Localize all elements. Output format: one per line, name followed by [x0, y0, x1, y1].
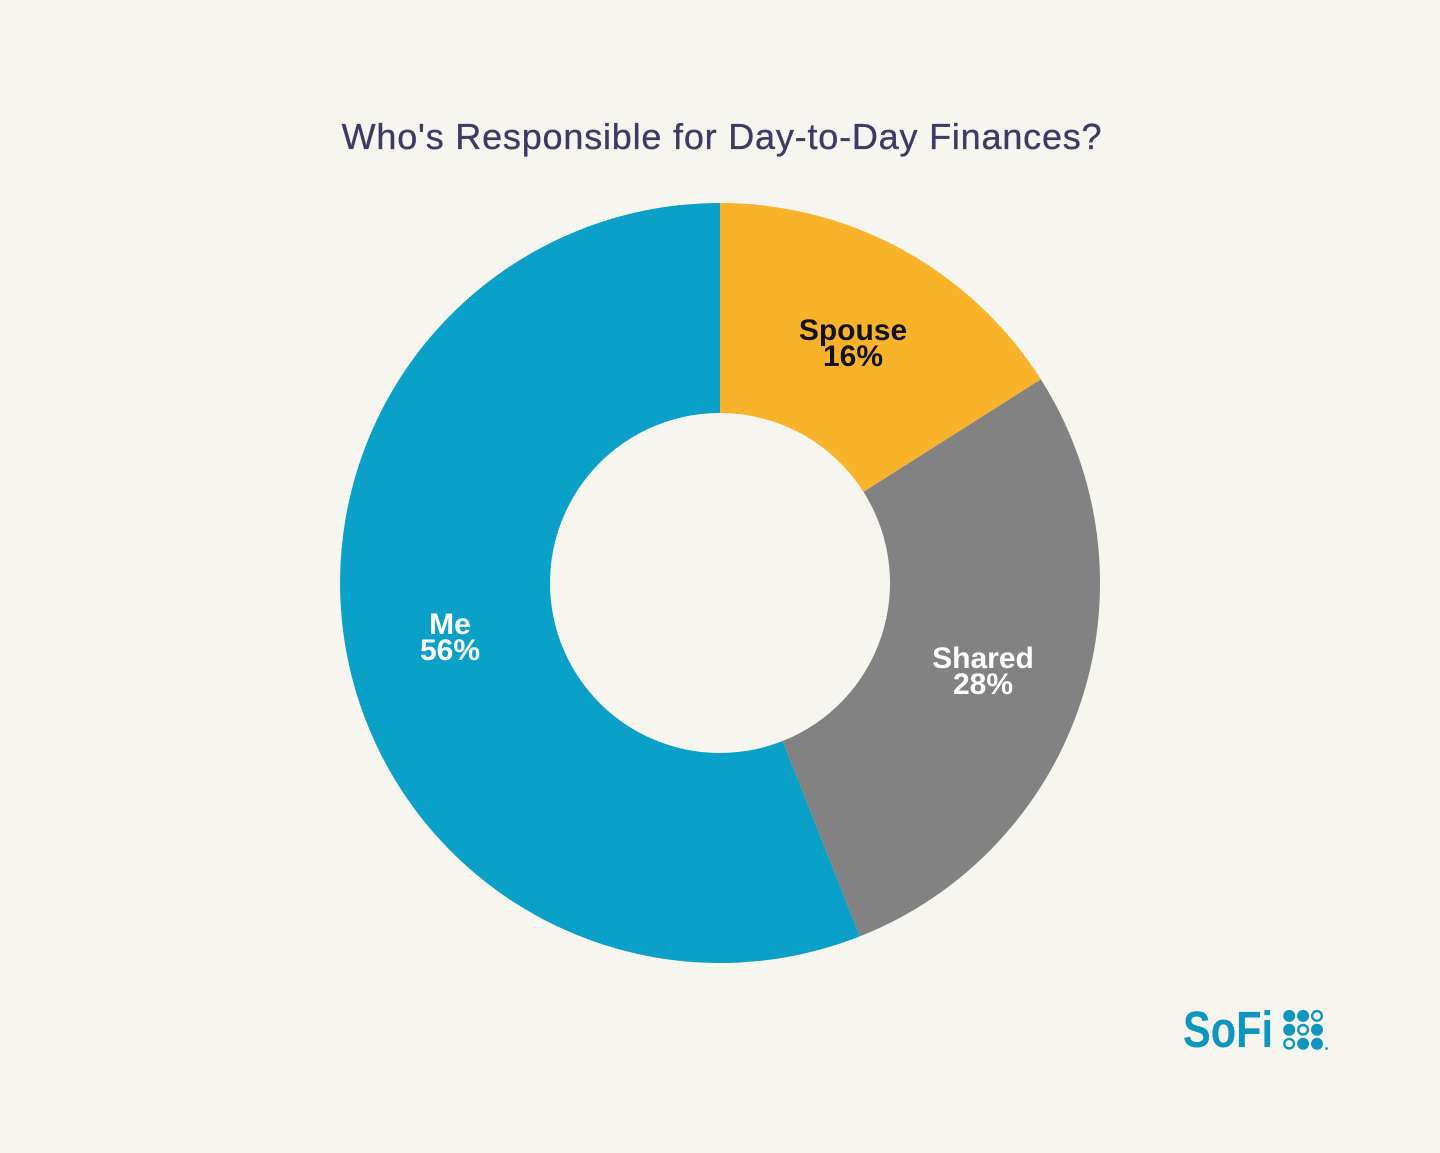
svg-text:SoFi: SoFi: [1183, 1001, 1273, 1058]
